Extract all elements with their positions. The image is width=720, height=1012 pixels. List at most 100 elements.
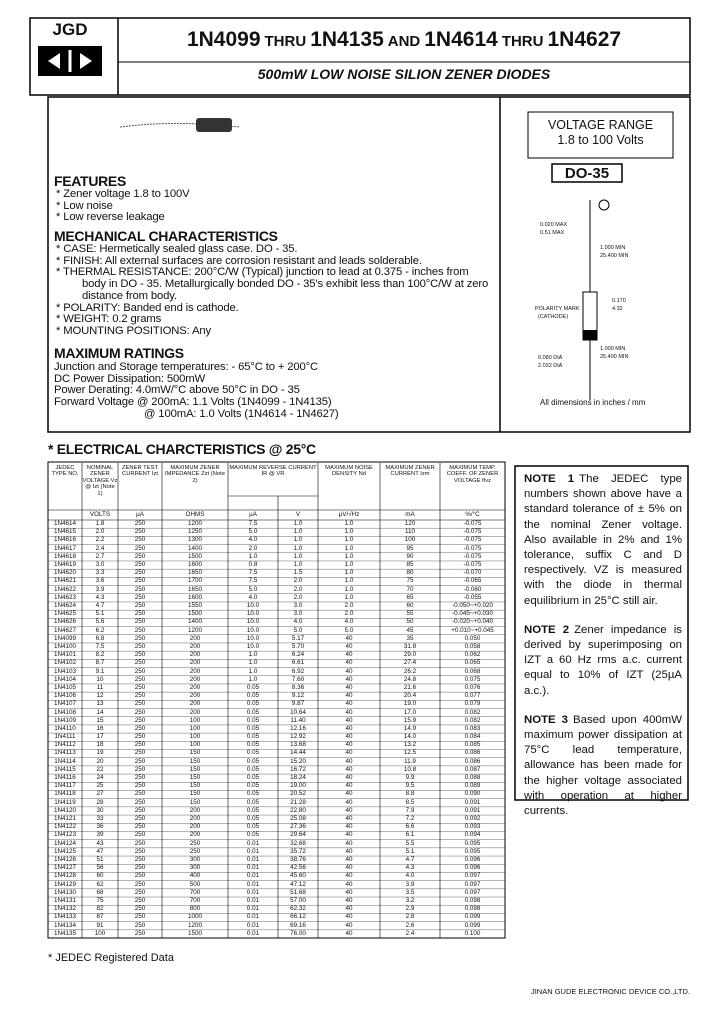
table-cell: 3.0 bbox=[95, 560, 105, 568]
table-cell: 250 bbox=[134, 831, 146, 839]
table-cell: 1600 bbox=[187, 560, 202, 568]
table-cell: 20 bbox=[96, 757, 104, 765]
table-cell: 0.01 bbox=[246, 913, 260, 921]
table-cell: 1.0 bbox=[248, 659, 258, 667]
table-cell: 0.01 bbox=[246, 888, 260, 896]
table-cell: 40 bbox=[345, 921, 353, 929]
table-cell: 5.0 bbox=[248, 585, 258, 593]
table-cell: 0.087 bbox=[464, 765, 481, 773]
table-cell: -0.020~+0.040 bbox=[452, 618, 493, 626]
table-cell: 250 bbox=[134, 659, 146, 667]
table-cell: 8.5 bbox=[405, 798, 415, 806]
dimension-label: 0.51 MAX bbox=[540, 230, 565, 236]
table-cell: 1N4127 bbox=[53, 864, 77, 872]
table-cell: 5.5 bbox=[405, 839, 415, 847]
table-cell: 87 bbox=[96, 913, 104, 921]
table-cell: 100 bbox=[189, 733, 201, 741]
dimension-label: 1.000 MIN bbox=[600, 346, 626, 352]
table-cell: 0.058 bbox=[464, 642, 481, 650]
table-cell: 4.7 bbox=[95, 601, 105, 609]
table-cell: 110 bbox=[404, 528, 416, 536]
table-cell: 0.095 bbox=[464, 847, 481, 855]
table-cell: 1N4123 bbox=[53, 831, 77, 839]
table-cell: -0.050~+0.020 bbox=[452, 601, 493, 609]
table-cell: 250 bbox=[134, 765, 146, 773]
table-cell: 2.6 bbox=[405, 921, 415, 929]
table-cell: 29.0 bbox=[403, 651, 417, 659]
table-cell: 45 bbox=[406, 626, 414, 634]
table-cell: 1N4122 bbox=[53, 823, 77, 831]
table-title: * ELECTRICAL CHARCTERISTICS @ 25°C bbox=[48, 441, 316, 457]
table-cell: 1.0 bbox=[344, 536, 354, 544]
table-cell: 27.36 bbox=[290, 823, 306, 831]
dimension-label: 4.32 bbox=[612, 306, 623, 312]
table-cell: 200 bbox=[189, 659, 201, 667]
table-cell: 9.12 bbox=[291, 692, 305, 700]
table-cell: 2.0 bbox=[344, 610, 354, 618]
table-cell: 100 bbox=[94, 929, 106, 937]
table-cell: 6.61 bbox=[291, 659, 305, 667]
table-cell: 2.9 bbox=[405, 905, 415, 913]
table-cell: 1.0 bbox=[248, 651, 258, 659]
table-cell: 40 bbox=[345, 724, 353, 732]
table-cell: 1N4105 bbox=[53, 683, 77, 691]
table-cell: 13.68 bbox=[290, 741, 306, 749]
table-cell: 0.082 bbox=[464, 708, 481, 716]
table-cell: 0.086 bbox=[464, 757, 481, 765]
diode-photo-body bbox=[196, 118, 232, 132]
table-cell: 15 bbox=[96, 716, 104, 724]
table-frame bbox=[47, 461, 506, 939]
table-cell: 1500 bbox=[187, 929, 202, 937]
table-cell: 76.00 bbox=[290, 929, 306, 937]
header-cell: ZENER TEST CURRENT Izt bbox=[122, 465, 158, 478]
table-cell: 9.87 bbox=[291, 700, 305, 708]
note-label: NOTE 1 bbox=[524, 473, 575, 485]
table-cell: 4.0 bbox=[405, 872, 415, 880]
cathode-band bbox=[583, 330, 597, 340]
table-cell: 0.05 bbox=[246, 774, 260, 782]
table-cell: 250 bbox=[134, 864, 146, 872]
table-cell: 13 bbox=[96, 700, 104, 708]
table-cell: 40 bbox=[345, 929, 353, 937]
table-cell: 1N4101 bbox=[53, 651, 77, 659]
table-cell: 250 bbox=[134, 716, 146, 724]
table-cell: 47.12 bbox=[290, 880, 306, 888]
table-cell: 40 bbox=[345, 667, 353, 675]
table-cell: -0.045~+0.030 bbox=[452, 610, 493, 618]
table-cell: 0.097 bbox=[464, 880, 481, 888]
table-cell: 250 bbox=[134, 528, 146, 536]
table-cell: 32.68 bbox=[290, 839, 306, 847]
header-cell: MAXIMUM REVERSE CURRENT IR @ VR bbox=[229, 465, 317, 478]
table-cell: 80 bbox=[406, 569, 414, 577]
table-cell: 6.92 bbox=[291, 667, 305, 675]
notes: NOTE 1 The JEDEC type numbers shown above… bbox=[524, 472, 682, 819]
table-cell: 5.0 bbox=[293, 626, 303, 634]
table-cell: 4.3 bbox=[405, 864, 415, 872]
table-cell: 250 bbox=[134, 897, 146, 905]
table-cell: +0.010~+0.045 bbox=[451, 626, 494, 634]
table-cell: 1N4099 bbox=[53, 634, 77, 642]
table-cell: 200 bbox=[189, 651, 201, 659]
table-cell: 7.2 bbox=[405, 815, 415, 823]
table-cell: 1N4111 bbox=[54, 733, 76, 741]
table-cell: 1.0 bbox=[248, 675, 258, 683]
table-cell: 250 bbox=[134, 552, 146, 560]
table-cell: 66.12 bbox=[290, 913, 306, 921]
table-cell: 250 bbox=[134, 700, 146, 708]
dimension-label: 0.080 DIA bbox=[538, 355, 563, 361]
table-cell: 5.0 bbox=[248, 528, 258, 536]
table-cell: 7.5 bbox=[248, 520, 258, 527]
table-cell: 120 bbox=[404, 520, 416, 527]
table-cell: 36 bbox=[96, 823, 104, 831]
table-cell: 0.01 bbox=[246, 856, 260, 864]
table-cell: 1.0 bbox=[293, 552, 303, 560]
table-cell: 2.2 bbox=[95, 536, 105, 544]
table-cell: 250 bbox=[134, 741, 146, 749]
title: 1N4099 THRU 1N4135 AND 1N4614 THRU 1N4627 bbox=[118, 28, 690, 52]
table-cell: 40 bbox=[345, 765, 353, 773]
table-cell: 0.01 bbox=[246, 921, 260, 929]
dimension-label: (CATHODE) bbox=[538, 314, 569, 320]
table-cell: 10.0 bbox=[246, 626, 260, 634]
table-cell: 0.01 bbox=[246, 864, 260, 872]
table-cell: 28 bbox=[96, 798, 104, 806]
